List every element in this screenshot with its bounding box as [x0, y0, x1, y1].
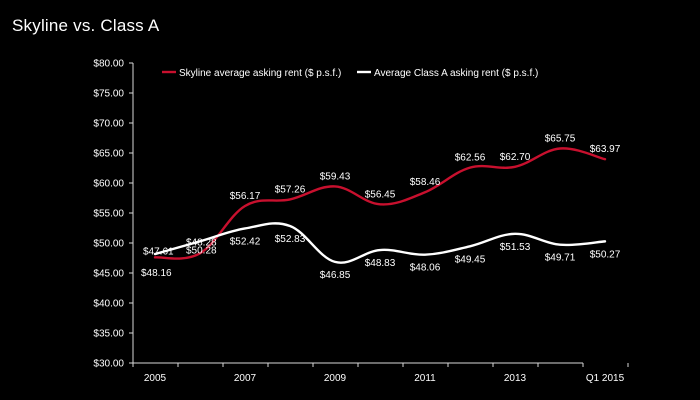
y-tick-label: $75.00	[93, 89, 124, 100]
y-tick-label: $35.00	[93, 329, 124, 340]
data-label-skyline: $63.97	[590, 144, 621, 155]
y-tick-label: $45.00	[93, 269, 124, 280]
x-tick-label: Q1 2015	[586, 373, 625, 384]
data-labels: $47.61 $48.28 $56.17 $57.26 $59.43 $56.45 $58.…	[141, 134, 621, 281]
data-label-skyline: $56.45	[365, 189, 396, 200]
data-label-class-a: $49.71	[545, 253, 576, 264]
x-tick-label: 2011	[414, 373, 436, 384]
x-tick-label: 2007	[234, 373, 257, 384]
data-label-class-a: $49.45	[455, 254, 486, 265]
chart-series	[153, 147, 607, 264]
data-label-class-a: $46.85	[320, 270, 351, 281]
x-tick-label: 2009	[324, 373, 347, 384]
data-label-skyline: $47.61	[143, 246, 174, 257]
data-label-class-a: $48.83	[365, 258, 396, 269]
y-tick-label: $70.00	[93, 119, 124, 130]
y-tick-label: $50.00	[93, 239, 124, 250]
data-label-skyline: $62.56	[455, 153, 486, 164]
data-label-skyline: $48.28	[186, 237, 217, 248]
data-label-class-a: $48.06	[410, 263, 441, 274]
data-label-class-a: $52.83	[275, 234, 306, 245]
data-label-skyline: $59.43	[320, 171, 351, 182]
chart-axes	[132, 63, 583, 364]
data-label-class-a: $52.42	[230, 236, 261, 247]
x-axis-ticks: 2005 2007 2009 2011 2013 Q1 2015	[132, 363, 629, 384]
y-tick-label: $60.00	[93, 179, 124, 190]
data-label-skyline: $65.75	[545, 134, 576, 145]
x-tick-label: 2013	[504, 373, 527, 384]
data-label-skyline: $57.26	[275, 184, 306, 195]
data-label-class-a: $48.16	[141, 268, 172, 279]
data-label-skyline: $56.17	[230, 191, 261, 202]
series-line-skyline	[153, 147, 607, 260]
data-label-class-a: $50.27	[590, 249, 621, 260]
x-tick-label: 2005	[144, 373, 167, 384]
legend-label-skyline: Skyline average asking rent ($ p.s.f.)	[179, 68, 341, 79]
y-tick-label: $40.00	[93, 299, 124, 310]
y-tick-label: $55.00	[93, 209, 124, 220]
data-label-class-a: $50.28	[186, 245, 217, 256]
y-tick-label: $65.00	[93, 149, 124, 160]
y-axis-ticks: $30.00 $35.00 $40.00 $45.00 $50.00 $55.00 $60.…	[93, 59, 133, 370]
data-label-skyline: $62.70	[500, 152, 531, 163]
page-title: Skyline vs. Class A	[12, 16, 160, 35]
y-tick-label: $80.00	[93, 59, 124, 70]
data-label-class-a: $51.53	[500, 242, 531, 253]
legend-label-class-a: Average Class A asking rent ($ p.s.f.)	[374, 68, 538, 79]
y-tick-label: $30.00	[93, 359, 124, 370]
chart-legend: Skyline average asking rent ($ p.s.f.) A…	[162, 68, 538, 79]
data-label-skyline: $58.46	[410, 177, 441, 188]
